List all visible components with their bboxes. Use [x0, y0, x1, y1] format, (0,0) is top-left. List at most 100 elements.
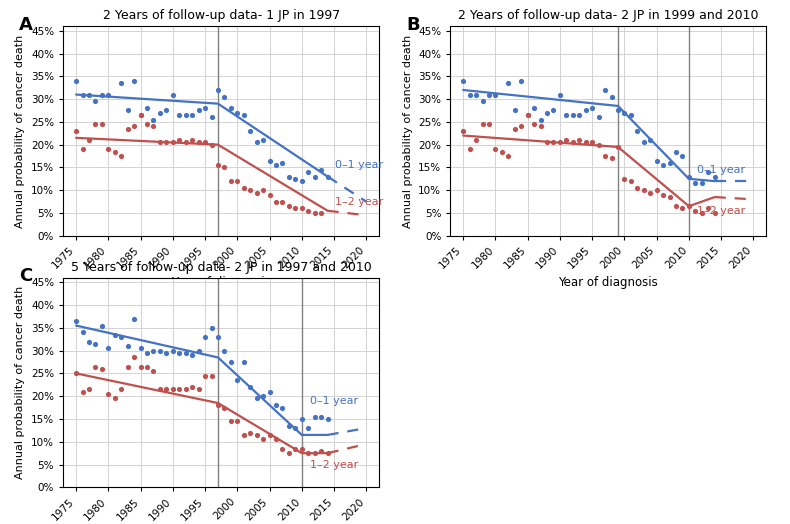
Point [134, 344, 147, 353]
Point [566, 111, 579, 119]
Point [322, 415, 334, 423]
Point [257, 435, 269, 444]
Point [70, 369, 82, 378]
Point [521, 111, 534, 119]
Point [308, 449, 321, 457]
Point [153, 346, 166, 355]
Point [218, 93, 231, 101]
Point [244, 127, 257, 135]
Point [289, 424, 302, 432]
Point [173, 385, 186, 394]
Point [89, 97, 102, 105]
Point [96, 321, 108, 330]
Point [238, 111, 250, 119]
Point [276, 403, 289, 412]
Point [224, 417, 237, 425]
Point [153, 138, 166, 147]
Point [167, 346, 179, 355]
Point [128, 314, 141, 323]
Point [625, 177, 638, 185]
Point [205, 372, 218, 380]
Point [199, 372, 212, 380]
Point [656, 161, 669, 169]
Point [599, 152, 611, 160]
Point [238, 184, 250, 192]
Point [70, 317, 82, 325]
Point [702, 168, 715, 176]
Point [283, 449, 295, 457]
Point [554, 138, 566, 147]
Point [579, 138, 592, 147]
Point [179, 348, 192, 357]
Y-axis label: Annual probability of cancer death: Annual probability of cancer death [403, 35, 412, 227]
Point [528, 104, 540, 113]
Point [231, 376, 243, 385]
Point [167, 138, 179, 147]
Point [76, 90, 88, 99]
Point [295, 177, 308, 185]
Point [308, 172, 321, 181]
Point [83, 136, 96, 144]
Point [702, 204, 715, 213]
Point [115, 385, 127, 394]
Text: 0–1 year: 0–1 year [697, 165, 745, 174]
Point [644, 188, 656, 196]
Point [540, 108, 553, 117]
Text: 1–2 year: 1–2 year [335, 196, 384, 206]
Point [83, 90, 96, 99]
Point [102, 390, 115, 398]
Y-axis label: Annual probability of cancer death: Annual probability of cancer death [16, 286, 25, 479]
Point [592, 113, 605, 122]
Point [521, 111, 534, 119]
X-axis label: Year of diagnosis: Year of diagnosis [171, 276, 271, 289]
Text: 0–1 year: 0–1 year [310, 396, 358, 406]
Point [212, 333, 224, 341]
Point [695, 179, 708, 188]
Point [83, 385, 96, 394]
Point [218, 346, 231, 355]
Point [115, 152, 127, 160]
Point [638, 138, 650, 147]
Point [308, 412, 321, 421]
Point [250, 394, 263, 402]
Text: C: C [19, 267, 32, 285]
Text: B: B [406, 16, 419, 34]
Point [160, 106, 173, 115]
Point [76, 387, 88, 396]
Point [269, 401, 282, 409]
Point [224, 177, 237, 185]
Point [244, 186, 257, 194]
Point [289, 204, 302, 213]
Point [528, 120, 540, 128]
Point [683, 172, 695, 181]
Point [676, 152, 689, 160]
Point [283, 172, 295, 181]
Point [560, 136, 573, 144]
Point [295, 415, 308, 423]
Point [579, 106, 592, 115]
Point [289, 444, 302, 453]
Point [102, 90, 115, 99]
Point [483, 120, 495, 128]
Point [192, 138, 205, 147]
Point [192, 106, 205, 115]
Text: 0–1 year: 0–1 year [335, 160, 383, 170]
Point [199, 333, 212, 341]
Point [199, 104, 212, 113]
Point [76, 328, 88, 336]
Point [483, 90, 495, 99]
Point [102, 145, 115, 154]
Point [263, 191, 276, 199]
Point [689, 206, 702, 215]
Text: 1–2 year: 1–2 year [697, 206, 745, 216]
Point [470, 136, 483, 144]
Point [689, 179, 702, 188]
Point [509, 125, 521, 133]
Point [502, 152, 514, 160]
Point [173, 136, 186, 144]
Point [141, 363, 153, 371]
Point [167, 385, 179, 394]
Point [212, 401, 224, 409]
Point [192, 346, 205, 355]
Point [322, 449, 334, 457]
